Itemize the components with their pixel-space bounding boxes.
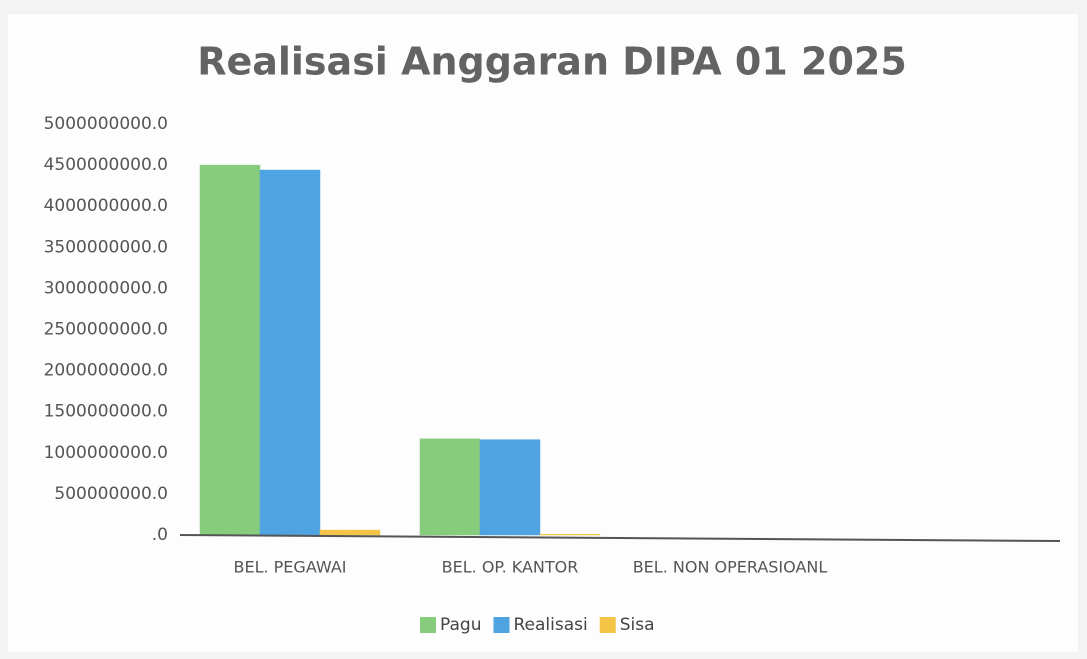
- x-axis: [179, 534, 1061, 542]
- bar: [539, 533, 601, 536]
- bar: [419, 438, 481, 536]
- y-tick-label: 2000000000.0: [44, 361, 168, 381]
- y-tick-label: 1500000000.0: [44, 402, 168, 422]
- y-tick-label: 4000000000.0: [44, 196, 168, 216]
- x-tick-label: BEL. OP. KANTOR: [442, 558, 579, 577]
- y-tick-label: 500000000.0: [54, 484, 168, 504]
- y-tick-label: 2500000000.0: [44, 320, 168, 340]
- bar: [199, 164, 261, 536]
- legend-swatch: [493, 617, 510, 633]
- y-tick-label: 4500000000.0: [44, 155, 168, 175]
- x-tick-label: BEL. NON OPERASIOANL: [633, 558, 828, 577]
- chart-title: Realisasi Anggaran DIPA 01 2025: [197, 40, 907, 84]
- y-tick-label: 3500000000.0: [44, 237, 168, 257]
- legend-label: Realisasi: [513, 615, 587, 635]
- y-tick-label: 1000000000.0: [44, 443, 168, 463]
- legend-label: Sisa: [620, 615, 655, 635]
- bar: [259, 169, 321, 536]
- y-tick-label: .0: [152, 525, 168, 545]
- y-tick-label: 3000000000.0: [44, 278, 168, 298]
- legend-swatch: [420, 617, 436, 633]
- x-tick-label: BEL. PEGAWAI: [233, 558, 346, 577]
- bar: [319, 529, 381, 536]
- legend-label: Pagu: [440, 615, 481, 635]
- legend-swatch: [599, 617, 616, 633]
- y-tick-label: 5000000000.0: [44, 114, 168, 134]
- chart-background: [8, 14, 1078, 652]
- bar: [479, 439, 541, 536]
